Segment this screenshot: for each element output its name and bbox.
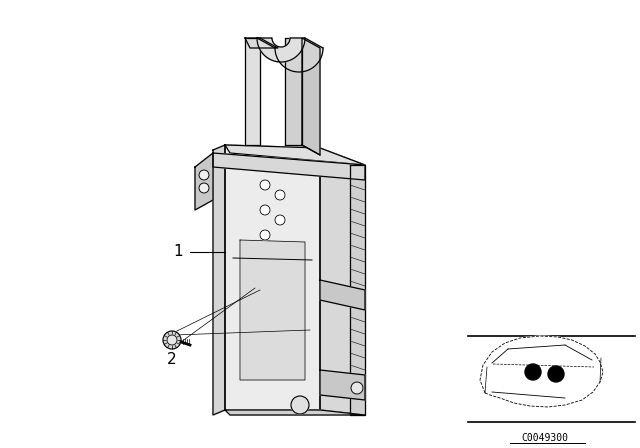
Circle shape [163, 331, 181, 349]
Polygon shape [225, 145, 365, 165]
Circle shape [260, 230, 270, 240]
Circle shape [525, 364, 541, 380]
Polygon shape [320, 280, 365, 310]
Polygon shape [213, 145, 225, 415]
Polygon shape [480, 336, 603, 407]
Polygon shape [213, 153, 365, 180]
Circle shape [275, 215, 285, 225]
Polygon shape [245, 38, 260, 145]
Circle shape [199, 183, 209, 193]
Text: 2: 2 [167, 353, 177, 367]
Polygon shape [257, 38, 305, 62]
Circle shape [291, 396, 309, 414]
Polygon shape [320, 148, 365, 415]
Polygon shape [285, 38, 302, 145]
Polygon shape [225, 410, 365, 415]
Circle shape [199, 170, 209, 180]
Text: 1: 1 [173, 245, 183, 259]
Polygon shape [302, 38, 320, 155]
Circle shape [260, 180, 270, 190]
Polygon shape [245, 38, 278, 48]
Circle shape [548, 366, 564, 382]
Polygon shape [240, 240, 305, 380]
Text: C0049300: C0049300 [522, 433, 568, 443]
Polygon shape [350, 165, 365, 415]
Polygon shape [257, 38, 323, 72]
Polygon shape [225, 145, 320, 410]
Circle shape [351, 382, 363, 394]
Polygon shape [195, 153, 213, 210]
Circle shape [260, 205, 270, 215]
Circle shape [275, 190, 285, 200]
Polygon shape [320, 370, 365, 400]
Circle shape [167, 335, 177, 345]
